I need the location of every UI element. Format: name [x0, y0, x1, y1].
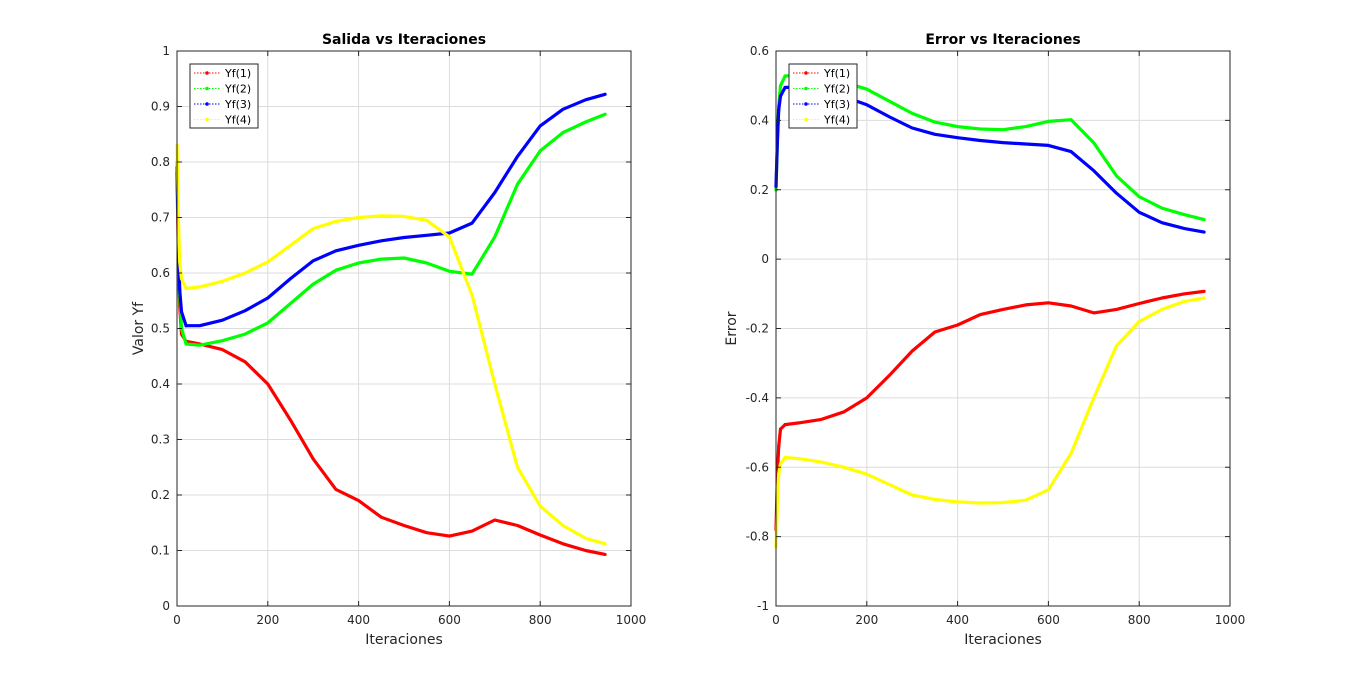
legend-label-yf2: Yf(2) [224, 83, 251, 96]
legend-box [788, 63, 858, 129]
x-axis-label: Iteraciones [964, 632, 1042, 648]
y-tick-label: 1 [162, 44, 170, 58]
x-tick-label: 200 [855, 613, 878, 627]
legend-marker-yf2 [804, 86, 808, 91]
series-point-yf4 [179, 276, 184, 281]
y-tick-label: 0.2 [750, 183, 769, 197]
x-tick-label: 400 [347, 613, 370, 627]
y-axis-label: Error [724, 311, 740, 345]
y-tick-label: 0.5 [151, 322, 170, 336]
y-tick-label: 0.7 [151, 211, 170, 225]
legend: Yf(1) Yf(2) Yf(3) Yf(4) [189, 63, 259, 129]
series-line-yf4 [175, 143, 607, 546]
legend-label-yf1: Yf(1) [823, 67, 850, 80]
legend-marker-yf3 [804, 102, 808, 106]
chart-1: 0 200 400 600 800 1000 0 0.1 0.2 0.3 0.4 0.5 0.6 0.7 0… [131, 32, 646, 648]
series-point-yf4 [775, 500, 779, 504]
series-point-yf2 [778, 84, 783, 88]
y-tick-label: 0.1 [151, 544, 170, 558]
series-point-yf3 [777, 108, 781, 112]
chart-title: Salida vs Iteraciones [322, 32, 486, 48]
series-point-yf4 [777, 472, 781, 476]
legend-marker-yf4 [804, 117, 808, 122]
legend: Yf(1) Yf(2) Yf(3) Yf(4) [788, 63, 858, 129]
x-tick-label: 0 [173, 613, 181, 627]
legend-marker-yf4 [205, 117, 209, 122]
legend-label-yf2: Yf(2) [823, 83, 850, 96]
series-point-yf3 [179, 310, 184, 314]
y-tick-label: 0 [162, 599, 170, 613]
y-tick-label: 0.9 [151, 100, 170, 114]
y-axis-label: Valor Yf [131, 301, 147, 355]
series-point-yf4 [778, 462, 783, 466]
x-tick-label: 1000 [1215, 613, 1246, 627]
chart-2: 0 200 400 600 800 1000 -1 -0.8 -0.6 -0.4 -0.2 0 0.2 0… [724, 32, 1245, 648]
x-tick-label: 600 [438, 613, 461, 627]
x-tick-label: 400 [946, 613, 969, 627]
series-line-yf2 [175, 112, 607, 347]
series-point-yf1 [777, 444, 781, 449]
series-point-yf2 [184, 342, 188, 346]
x-axis-label: Iteraciones [365, 632, 443, 648]
series-point-yf4 [178, 260, 182, 264]
series-point-yf3 [783, 85, 787, 90]
legend-label-yf3: Yf(3) [224, 98, 251, 111]
x-tick-label: 0 [772, 613, 780, 627]
series-group [774, 73, 1206, 549]
legend-marker-yf3 [205, 102, 209, 106]
series-point-yf2 [783, 74, 787, 78]
series-point-yf4 [184, 286, 188, 291]
legend-label-yf3: Yf(3) [823, 98, 850, 111]
y-tick-label: 0.8 [151, 155, 170, 169]
y-tick-label: -0.8 [746, 530, 769, 544]
y-tick-label: -0.6 [746, 460, 769, 474]
series-point-yf4 [783, 455, 787, 460]
y-tick-label: 0 [761, 252, 769, 266]
series-point-yf3 [778, 94, 783, 98]
y-tick-label: 0.2 [151, 488, 170, 502]
series-point-yf3 [184, 324, 188, 328]
x-tick-label: 800 [1128, 613, 1151, 627]
series-point-yf3 [775, 139, 779, 143]
y-tick-label: 0.3 [151, 433, 170, 447]
y-tick-label: -0.4 [746, 391, 769, 405]
legend-label-yf4: Yf(4) [823, 114, 850, 127]
series-point-yf1 [778, 427, 783, 431]
y-tick-label: 0.4 [750, 113, 769, 127]
legend-label-yf4: Yf(4) [224, 114, 251, 127]
x-tick-label: 800 [529, 613, 552, 627]
y-tick-label: 0.6 [750, 44, 769, 58]
legend-label-yf1: Yf(1) [224, 67, 251, 80]
legend-box [189, 63, 259, 129]
x-tick-label: 600 [1037, 613, 1060, 627]
chart-title: Error vs Iteraciones [925, 32, 1080, 48]
series-group [175, 92, 607, 556]
series-line-yf2 [774, 73, 1206, 222]
series-line-yf3 [774, 85, 1206, 234]
legend-marker-yf2 [205, 86, 209, 91]
y-tick-label: 0.6 [151, 266, 170, 280]
series-point-yf3 [178, 288, 182, 292]
charts-container: 0 200 400 600 800 1000 0 0.1 0.2 0.3 0.4 0.5 0.6 0.7 0… [131, 32, 1245, 648]
legend-marker-yf1 [205, 71, 209, 75]
x-tick-label: 200 [256, 613, 279, 627]
series-line-yf3 [175, 92, 607, 328]
y-tick-label: 0.4 [151, 377, 170, 391]
series-point-yf1 [783, 422, 787, 427]
legend-marker-yf1 [804, 71, 808, 75]
y-tick-label: -1 [757, 599, 769, 613]
y-tick-label: -0.2 [746, 322, 769, 336]
x-tick-label: 1000 [616, 613, 647, 627]
